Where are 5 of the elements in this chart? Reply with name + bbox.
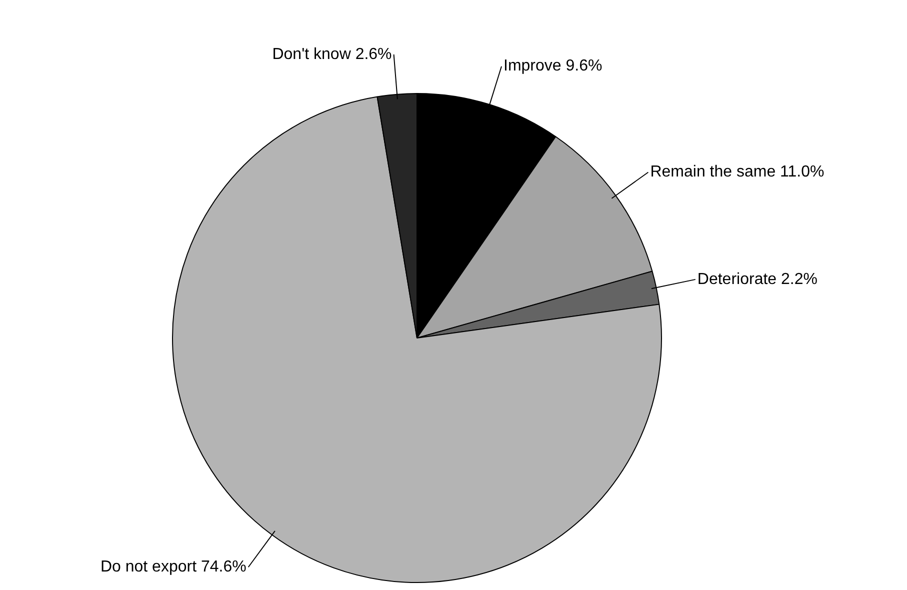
slice-label: Do not export 74.6% xyxy=(100,558,246,576)
slice-label: Improve 9.6% xyxy=(504,58,602,75)
slice-label: Don't know 2.6% xyxy=(272,46,392,63)
slice-label: Deteriorate 2.2% xyxy=(697,270,818,288)
slice-label: Remain the same 11.0% xyxy=(650,164,824,181)
